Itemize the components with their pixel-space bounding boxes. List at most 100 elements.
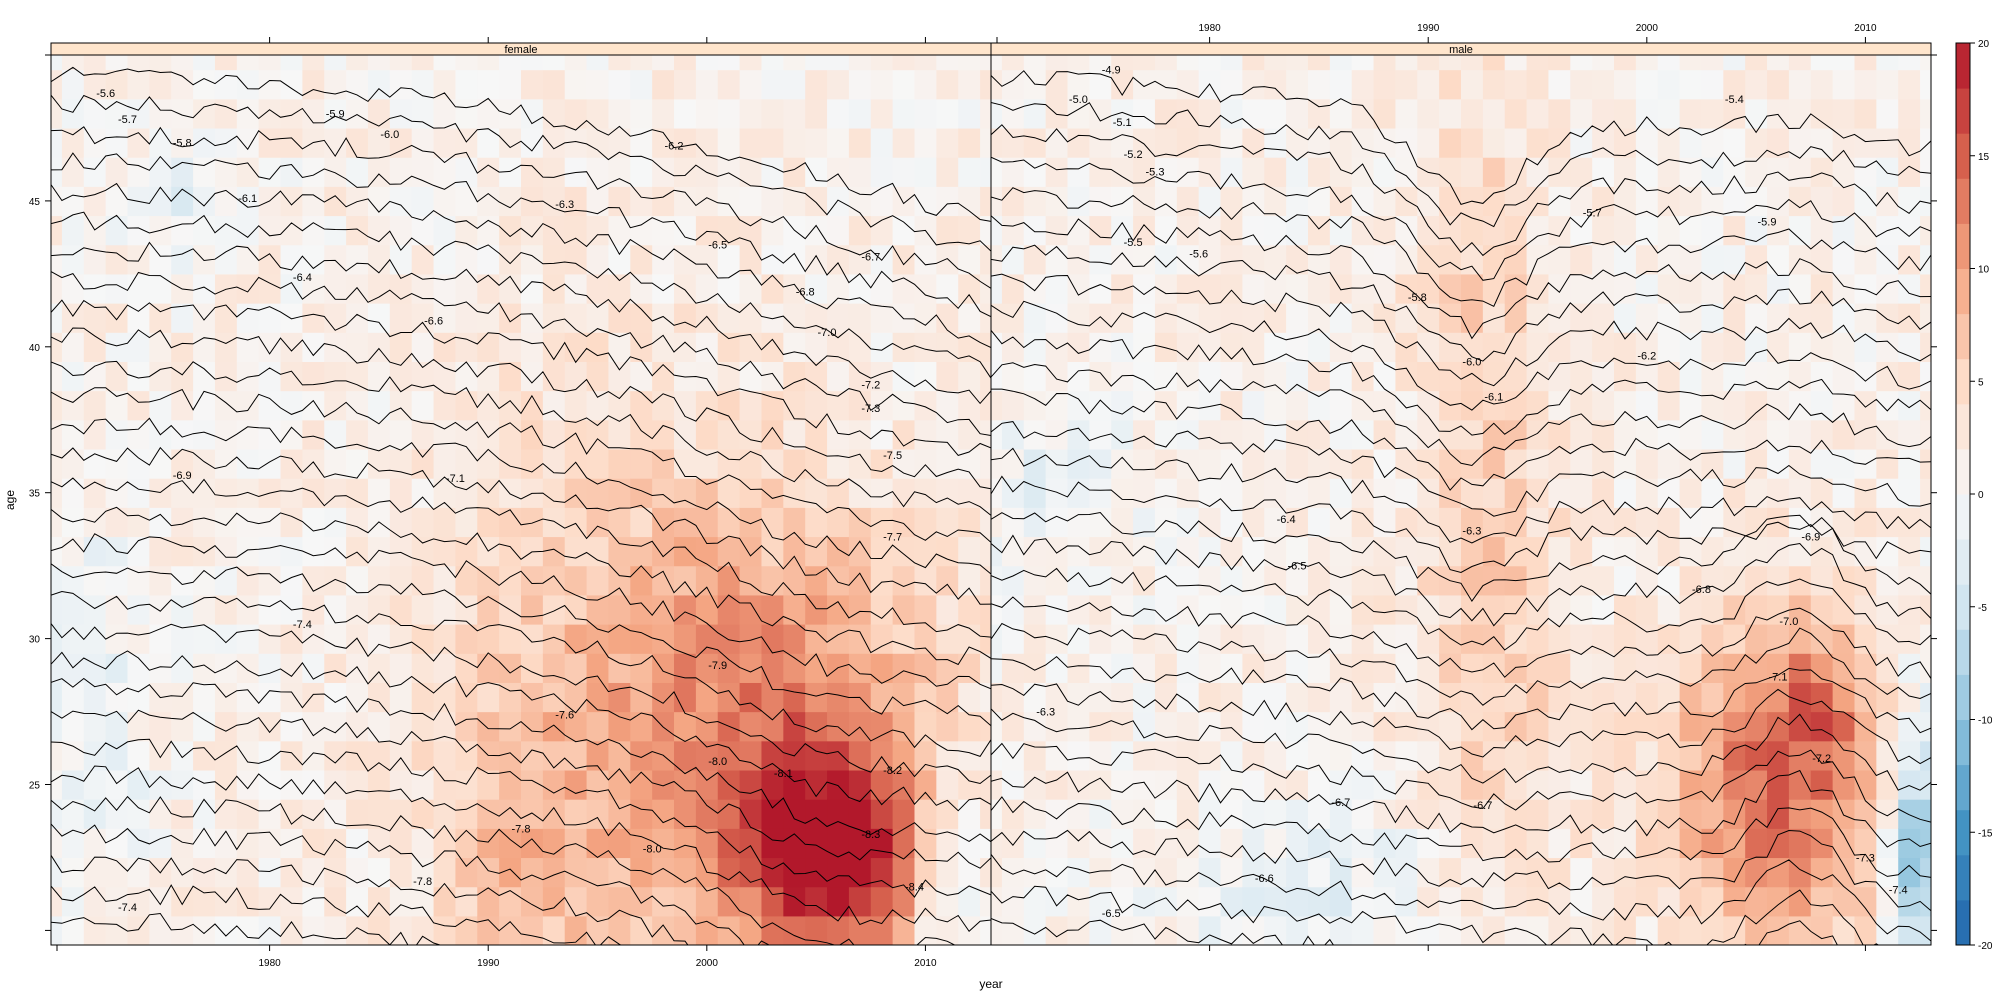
heatmap-cell — [564, 857, 588, 888]
heatmap-cell — [586, 303, 610, 333]
heatmap-cell — [193, 799, 216, 829]
heatmap-cell — [280, 303, 303, 333]
heatmap-cell — [499, 478, 522, 508]
heatmap-cell — [61, 769, 85, 800]
heatmap-cell — [499, 653, 522, 683]
heatmap-cell — [477, 157, 500, 187]
heatmap-cell — [1089, 478, 1112, 508]
heatmap-cell — [1701, 303, 1724, 333]
heatmap-cell — [1329, 98, 1353, 129]
heatmap-cell — [236, 419, 260, 450]
heatmap-cell — [1526, 419, 1550, 450]
heatmap-cell — [652, 536, 675, 567]
heatmap-cell — [805, 507, 828, 538]
heatmap-cell — [1767, 273, 1790, 304]
heatmap-cell — [1111, 565, 1134, 596]
heatmap-cell — [1220, 799, 1243, 829]
heatmap-cell — [1242, 624, 1265, 654]
heatmap-cell — [695, 419, 719, 450]
heatmap-cell — [1592, 157, 1615, 187]
contour-label: -7.1 — [1769, 672, 1788, 684]
heatmap-cell — [1854, 711, 1877, 742]
heatmap-cell — [1832, 332, 1856, 362]
heatmap-cell — [127, 828, 150, 859]
heatmap-cell — [674, 55, 697, 71]
heatmap-cell — [980, 390, 991, 421]
heatmap-cell — [1045, 273, 1069, 304]
contour-label: -7.9 — [708, 660, 727, 672]
heatmap-cell — [892, 390, 916, 421]
heatmap-cell — [1154, 594, 1178, 625]
heatmap-cell — [214, 740, 238, 771]
heatmap-cell — [980, 536, 991, 567]
heatmap-cell — [1810, 157, 1834, 187]
heatmap-cell — [827, 624, 850, 654]
heatmap-cell — [1133, 215, 1156, 246]
heatmap-cell — [542, 769, 566, 800]
heatmap-cell — [1242, 799, 1265, 829]
heatmap-cell — [1439, 361, 1462, 392]
heatmap-cell — [521, 448, 544, 479]
contour-label: -6.2 — [665, 141, 684, 153]
heatmap-cell — [1045, 886, 1069, 917]
heatmap-cell — [1788, 361, 1812, 392]
contour-label: -6.7 — [861, 251, 880, 263]
heatmap-cell — [1023, 915, 1047, 945]
heatmap-cell — [455, 594, 478, 625]
heatmap-cell — [214, 157, 238, 187]
heatmap-cell — [870, 273, 894, 304]
heatmap-cell — [324, 507, 347, 538]
heatmap-cell — [1570, 740, 1593, 771]
heatmap-cell — [1570, 332, 1593, 362]
heatmap-cell — [1767, 711, 1790, 742]
heatmap-cell — [1614, 361, 1637, 392]
heatmap-cell — [1898, 594, 1921, 625]
heatmap-cell — [1198, 244, 1222, 275]
heatmap-cell — [827, 127, 850, 158]
heatmap-cell — [1111, 828, 1134, 859]
heatmap-cell — [695, 127, 719, 158]
heatmap-cell — [1745, 332, 1768, 362]
heatmap-cell — [83, 157, 107, 187]
heatmap-cell — [171, 624, 194, 654]
heatmap-cell — [1242, 653, 1265, 683]
heatmap-cell — [542, 419, 566, 450]
heatmap-cell — [1351, 711, 1375, 742]
heatmap-cell — [499, 186, 522, 217]
heatmap-cell — [717, 886, 741, 917]
heatmap-cell — [1635, 799, 1659, 829]
heatmap-cell — [586, 186, 610, 217]
heatmap-cell — [1548, 55, 1571, 71]
heatmap-cell — [695, 828, 719, 859]
heatmap-cell — [477, 594, 500, 625]
heatmap-cell — [280, 828, 303, 859]
heatmap-cell — [1154, 711, 1178, 742]
heatmap-cell — [280, 157, 303, 187]
heatmap-cell — [236, 98, 260, 129]
heatmap-cell — [455, 244, 478, 275]
heatmap-cell — [214, 769, 238, 800]
heatmap-cell — [1023, 186, 1047, 217]
heatmap-cell — [171, 857, 194, 888]
heatmap-cell — [674, 98, 697, 129]
heatmap-cell — [1220, 332, 1243, 362]
heatmap-cell — [1023, 769, 1047, 800]
heatmap-cell — [367, 915, 391, 945]
heatmap-cell — [1417, 594, 1440, 625]
heatmap-cell — [1635, 69, 1659, 100]
heatmap-cell — [236, 565, 260, 596]
heatmap-cell — [1679, 536, 1703, 567]
heatmap-cell — [324, 98, 347, 129]
heatmap-cell — [936, 711, 959, 742]
x-tick-label-bottom: 2010 — [914, 958, 937, 969]
heatmap-cell — [1504, 594, 1528, 625]
heatmap-cell — [1745, 536, 1768, 567]
heatmap-cell — [1001, 273, 1025, 304]
heatmap-cell — [455, 828, 478, 859]
heatmap-cell — [258, 303, 282, 333]
heatmap-cell — [1504, 127, 1528, 158]
heatmap-cell — [1854, 244, 1877, 275]
heatmap-cell — [1504, 682, 1528, 713]
heatmap-cell — [280, 769, 303, 800]
heatmap-cell — [542, 98, 566, 129]
